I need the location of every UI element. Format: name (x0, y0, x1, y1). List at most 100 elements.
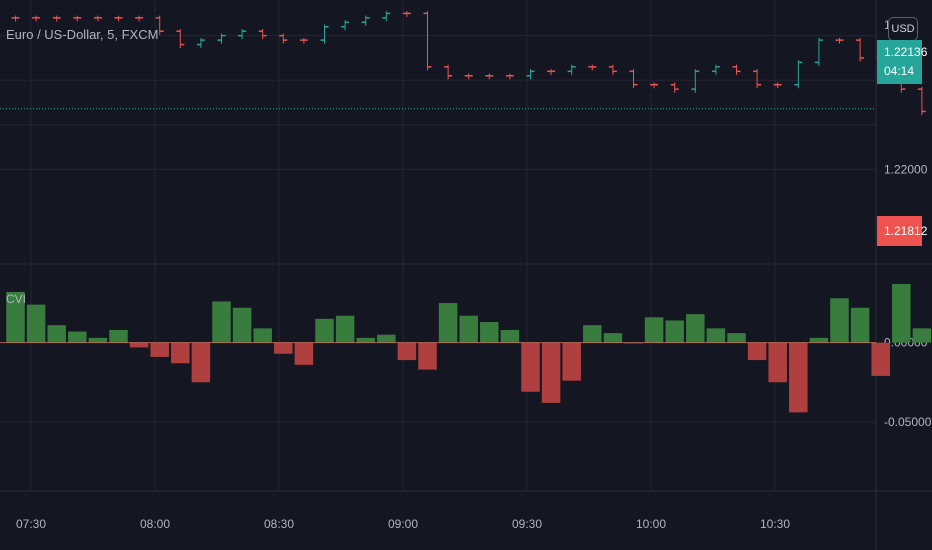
ohlc-bar (753, 69, 762, 89)
cvi-bar (912, 328, 932, 343)
ohlc-bar (691, 69, 700, 93)
cvi-bar (706, 328, 726, 343)
ohlc-bar (835, 37, 844, 44)
cvi-bar (892, 284, 911, 343)
cvi-bar (871, 342, 890, 376)
cvi-bar (747, 342, 767, 361)
cvi-bar (274, 342, 293, 354)
time-tick-label: 08:00 (140, 517, 170, 531)
cvi-bar (377, 334, 396, 343)
ohlc-bar (402, 11, 411, 17)
cvi-bar (789, 342, 808, 413)
cvi-bar (335, 315, 355, 343)
ohlc-bar (52, 15, 61, 22)
ohlc-bar (608, 64, 617, 75)
ohlc-bar (711, 64, 720, 75)
cvi-bar (191, 342, 211, 383)
low-price-tag: 1.21812 (877, 216, 927, 246)
cvi-bar (47, 325, 66, 343)
cvi-bar (809, 337, 829, 343)
cvi-bar (459, 315, 478, 343)
ohlc-bar (670, 82, 679, 93)
cvi-bar (665, 320, 684, 343)
ohlc-bar (238, 28, 247, 40)
ohlc-bar (217, 33, 226, 44)
cvi-bar (438, 303, 458, 343)
cvi-bar (727, 333, 746, 343)
ohlc-bar (629, 69, 638, 89)
ohlc-bar (11, 15, 20, 22)
symbol-title[interactable]: Euro / US-Dollar, 5, FXCM (6, 27, 159, 42)
ohlc-bar (588, 64, 597, 71)
countdown-label: 04:14 (884, 64, 915, 78)
ohlc-bar (176, 28, 185, 49)
cvi-bar (418, 342, 437, 370)
indicator-tick-label: -0.05000 (884, 415, 932, 429)
cvi-bar (356, 337, 375, 343)
time-tick-label: 07:30 (16, 517, 46, 531)
time-tick-label: 08:30 (264, 517, 294, 531)
ohlc-bar (361, 15, 370, 26)
ohlc-bar (382, 11, 391, 22)
cvi-bar (541, 342, 561, 403)
cvi-bar (480, 322, 499, 343)
cvi-bar (129, 342, 149, 348)
ohlc-bar (341, 20, 350, 31)
ohlc-bar (650, 82, 659, 89)
last-price-label: 1.22136 (884, 45, 928, 59)
ohlc-bar (320, 24, 329, 44)
ohlc-bar (464, 73, 473, 80)
ohlc-bar (93, 15, 102, 22)
time-tick-label: 10:30 (760, 517, 790, 531)
ohlc-bar (299, 37, 308, 44)
cvi-bar (397, 342, 417, 361)
ohlc-bar (856, 37, 865, 62)
cvi-bar (26, 304, 46, 343)
price-tick-label: 1.22000 (884, 162, 928, 176)
ohlc-bar (732, 64, 741, 75)
cvi-bar (686, 314, 705, 343)
cvi-bar (88, 337, 108, 343)
ohlc-bar (258, 28, 267, 40)
ohlc-bar (196, 37, 205, 49)
cvi-bar (644, 317, 664, 343)
cvi-bar (562, 342, 581, 381)
cvi-bar (6, 291, 25, 343)
cvi-bar (830, 298, 849, 343)
cvi-bar (294, 342, 314, 365)
cvi-bar (500, 329, 520, 343)
ohlc-bar (423, 11, 432, 71)
currency-button[interactable]: USD (888, 17, 918, 41)
cvi-bar (603, 333, 623, 343)
last-price-tag: 1.22136 04:14 (877, 40, 927, 84)
time-tick-label: 09:30 (512, 517, 542, 531)
ohlc-bar (155, 15, 164, 35)
cvi-bar (521, 342, 540, 392)
ohlc-bar (814, 37, 823, 66)
ohlc-bar (505, 73, 514, 80)
cvi-bar (768, 342, 787, 383)
cvi-bar (109, 329, 128, 343)
ohlc-bar (917, 86, 926, 116)
cvi-bar (171, 342, 190, 364)
indicator-name[interactable]: CVI (6, 292, 27, 306)
ohlc-bar (773, 82, 782, 89)
time-tick-label: 10:00 (636, 517, 666, 531)
time-tick-label: 09:00 (388, 517, 418, 531)
ohlc-bar (135, 15, 144, 22)
cvi-bar (150, 342, 169, 357)
cvi-bar (68, 331, 87, 343)
cvi-bar (583, 325, 602, 343)
ohlc-bar (567, 64, 576, 75)
ohlc-bar (279, 33, 288, 44)
ohlc-bar (73, 15, 82, 22)
cvi-bar (315, 318, 334, 343)
ohlc-bar (485, 73, 494, 80)
ohlc-bar (547, 69, 556, 75)
cvi-bar (850, 307, 870, 343)
cvi-bar (253, 328, 272, 343)
ohlc-bar (794, 60, 803, 89)
ohlc-bar (444, 64, 453, 80)
ohlc-bar (32, 15, 41, 22)
